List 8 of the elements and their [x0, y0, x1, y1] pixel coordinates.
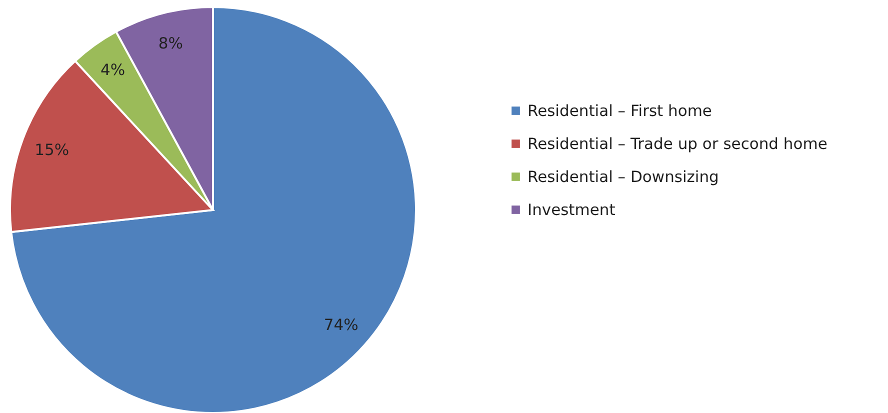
- legend-label: Investment: [528, 200, 616, 219]
- data-label: 8%: [158, 34, 183, 52]
- data-label: 15%: [34, 140, 70, 159]
- data-label: 74%: [324, 316, 358, 334]
- legend-label: Residential – Downsizing: [528, 168, 719, 186]
- data-label: 4%: [100, 61, 126, 80]
- legend-label: Residential – First home: [528, 102, 712, 120]
- legend-label: Residential – Trade up or second home: [528, 134, 828, 153]
